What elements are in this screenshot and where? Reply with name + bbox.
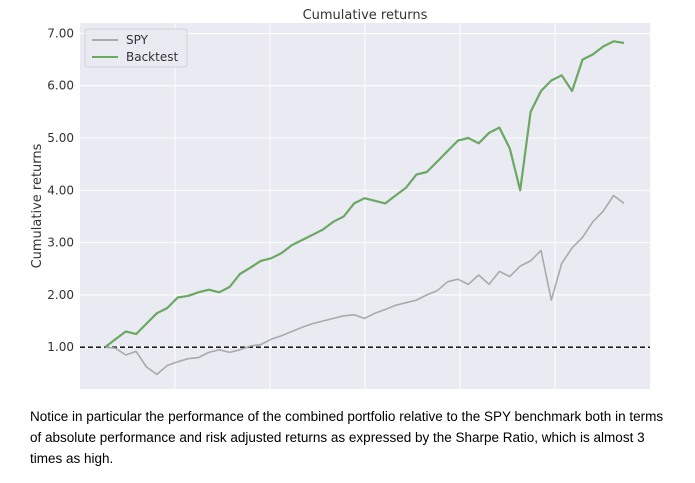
y-tick-label: 2.00: [47, 288, 74, 302]
chart-title: Cumulative returns: [303, 8, 428, 23]
legend-label-backtest: Backtest: [126, 50, 178, 64]
grid: [80, 23, 650, 389]
legend-label-spy: SPY: [126, 33, 149, 47]
y-tick-label: 3.00: [47, 236, 74, 250]
series-line-backtest: [104, 40, 625, 349]
cumulative-returns-chart: 1.00 2.00 3.00 4.00 5.00 6.00 7.00 Cumulative …: [30, 8, 650, 389]
y-tick-label: 7.00: [47, 26, 74, 40]
y-tick-label: 4.00: [47, 183, 74, 197]
series-line-spy: [104, 194, 625, 376]
legend: SPY Backtest: [84, 28, 188, 68]
y-tick-label: 1.00: [47, 340, 74, 354]
series-lines: [104, 40, 625, 376]
y-tick-label: 5.00: [47, 131, 74, 145]
y-axis-ticks: 1.00 2.00 3.00 4.00 5.00 6.00 7.00: [47, 26, 74, 354]
y-tick-label: 6.00: [47, 79, 74, 93]
y-axis-label: Cumulative returns: [30, 143, 45, 268]
caption-text: Notice in particular the performance of …: [30, 409, 664, 466]
